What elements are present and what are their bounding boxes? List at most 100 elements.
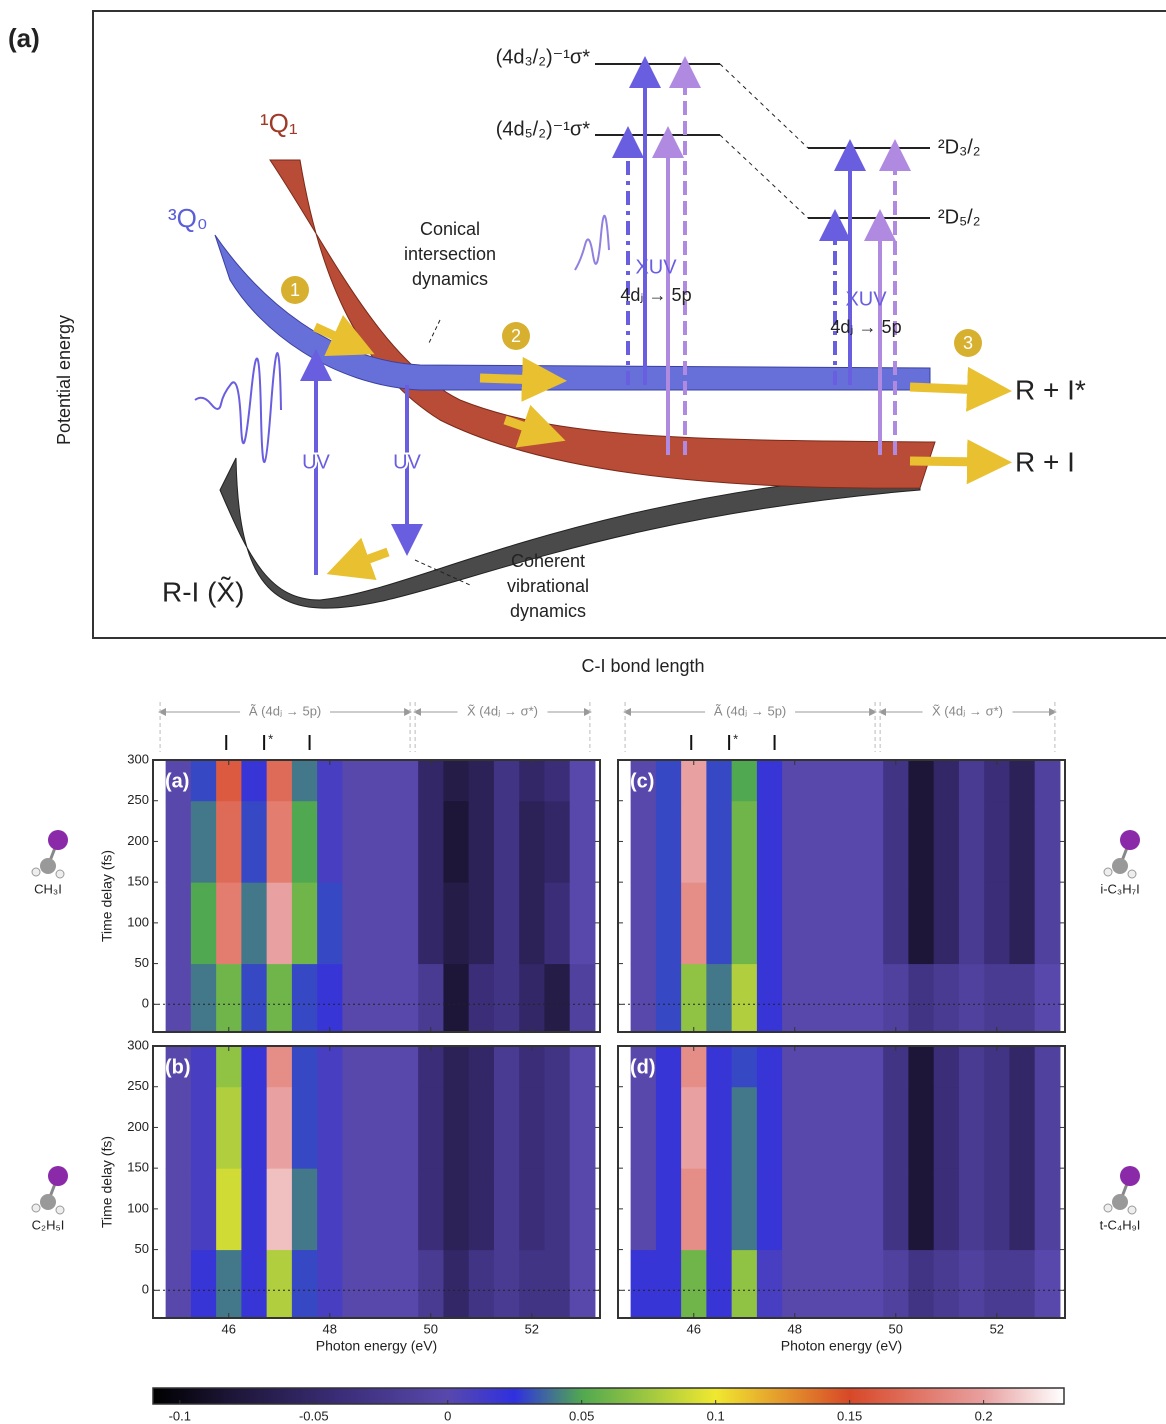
colorbar-tick-label: 0.2 bbox=[975, 1408, 993, 1423]
heatmap-cell bbox=[984, 1168, 1010, 1250]
heatmap-cell bbox=[757, 760, 783, 801]
heatmap-cell bbox=[959, 1046, 985, 1087]
heatmap bbox=[166, 1046, 596, 1319]
iodine-atom bbox=[48, 1166, 68, 1186]
figure: (a) 1 2 3 ¹Q₁ ³Q₀ Conical intersec bbox=[0, 0, 1166, 1424]
heatmap-cell bbox=[443, 1168, 469, 1250]
heatmap-cell bbox=[706, 1250, 732, 1319]
heatmap-cell bbox=[267, 882, 293, 964]
x-tick-label: 46 bbox=[687, 1321, 701, 1336]
heatmap-cell bbox=[732, 1046, 758, 1087]
colorbar-tick-label: 0.1 bbox=[707, 1408, 725, 1423]
heatmap-cell bbox=[782, 964, 808, 1033]
heatmap-cell bbox=[858, 1250, 884, 1319]
product-label: R + I bbox=[1015, 446, 1075, 477]
heatmap-cell bbox=[656, 760, 682, 801]
heatmap-cell bbox=[267, 801, 293, 883]
y-tick-label: 50 bbox=[135, 955, 149, 970]
level-connector bbox=[720, 64, 808, 218]
transition-label: 4dⱼ → 5p bbox=[620, 285, 691, 305]
heatmap-cell bbox=[631, 1168, 657, 1250]
heatmap-cell bbox=[833, 1250, 859, 1319]
heatmap-cell bbox=[1035, 882, 1061, 964]
heatmap-cell bbox=[1009, 882, 1035, 964]
heatmap-cell bbox=[494, 760, 520, 801]
heatmap-cell bbox=[216, 964, 242, 1033]
region-label: Ã (4dⱼ → 5p) bbox=[714, 703, 786, 718]
level-label: (4d₃/₂)⁻¹σ* bbox=[496, 46, 591, 68]
heatmap-cell bbox=[544, 801, 570, 883]
heatmap-cell bbox=[469, 882, 495, 964]
heatmap-cell bbox=[1009, 1250, 1035, 1319]
heatmap-cell bbox=[570, 801, 596, 883]
heatmap-cell bbox=[706, 1046, 732, 1087]
step-number: 3 bbox=[963, 333, 973, 353]
colorbar-tick-label: 0.05 bbox=[569, 1408, 594, 1423]
heatmap-cell bbox=[342, 760, 368, 801]
region-label: Ã (4dⱼ → 5p) bbox=[249, 703, 321, 718]
heatmap-cell bbox=[544, 964, 570, 1033]
heatmap-cell bbox=[732, 1250, 758, 1319]
heatmap-cell bbox=[807, 1046, 833, 1087]
heatmap-cell bbox=[984, 801, 1010, 883]
carbon-atom bbox=[40, 1194, 56, 1210]
heatmap-cell bbox=[631, 1087, 657, 1169]
heatmap-cell bbox=[782, 1087, 808, 1169]
heatmap-cell bbox=[191, 964, 217, 1033]
heatmap-cell bbox=[934, 760, 960, 801]
hydrogen-atom bbox=[1104, 868, 1112, 876]
heatmap-cell bbox=[858, 1168, 884, 1250]
region-label: X̃ (4dⱼ → σ*) bbox=[932, 703, 1003, 718]
heatmap-cell bbox=[883, 964, 909, 1033]
heatmap-cell bbox=[858, 964, 884, 1033]
heatmap-cell bbox=[934, 964, 960, 1033]
y-axis-label: Time delay (fs) bbox=[99, 850, 115, 942]
heatmap-cell bbox=[570, 1250, 596, 1319]
molecule-icon bbox=[1104, 1166, 1140, 1214]
heatmap-cell bbox=[732, 1168, 758, 1250]
heatmap-cell bbox=[443, 801, 469, 883]
heatmap-cell bbox=[570, 1168, 596, 1250]
heatmap-cell bbox=[342, 1168, 368, 1250]
heatmap-cell bbox=[494, 1168, 520, 1250]
heatmap-cell bbox=[317, 1087, 343, 1169]
heatmap-cell bbox=[959, 760, 985, 801]
heatmap-cell bbox=[908, 964, 934, 1033]
heatmap-cell bbox=[1035, 1168, 1061, 1250]
heatmap-cell bbox=[418, 1168, 444, 1250]
heatmap-cell bbox=[1035, 801, 1061, 883]
y-tick-label: 300 bbox=[127, 751, 149, 766]
heatmap-cell bbox=[833, 1168, 859, 1250]
heatmap-cell bbox=[757, 1087, 783, 1169]
y-tick-label: 100 bbox=[127, 1200, 149, 1215]
heatmap-cell bbox=[317, 760, 343, 801]
heatmap-cell bbox=[757, 1250, 783, 1319]
heatmap-cell bbox=[984, 760, 1010, 801]
heatmap-cell bbox=[681, 760, 707, 801]
heatmap-cell bbox=[732, 801, 758, 883]
heatmap-cell bbox=[241, 801, 267, 883]
heatmap-cell bbox=[317, 1250, 343, 1319]
heatmap-cell bbox=[519, 1168, 545, 1250]
heatmap-cell bbox=[681, 1250, 707, 1319]
heatmap-cell bbox=[544, 1087, 570, 1169]
heatmap-cell bbox=[934, 801, 960, 883]
heatmap-cell bbox=[732, 964, 758, 1033]
diagram: (a) 1 2 3 ¹Q₁ ³Q₀ Conical intersec bbox=[8, 11, 1166, 676]
region-label: X̃ (4dⱼ → σ*) bbox=[467, 703, 538, 718]
heatmap-cell bbox=[782, 1168, 808, 1250]
heatmap-cell bbox=[393, 1087, 419, 1169]
heatmap-cell bbox=[469, 760, 495, 801]
heatmap-cell bbox=[393, 964, 419, 1033]
state-label: R-I (X̃) bbox=[162, 576, 244, 607]
heatmap-cell bbox=[469, 1168, 495, 1250]
marker-label: * bbox=[733, 731, 738, 746]
heatmap-cell bbox=[782, 801, 808, 883]
axis-label: C-I bond length bbox=[581, 656, 704, 676]
heatmap-cell bbox=[706, 801, 732, 883]
heatmap-cell bbox=[216, 1046, 242, 1087]
heatmap bbox=[631, 1046, 1061, 1319]
heatmap-cell bbox=[241, 1250, 267, 1319]
heatmap-cell bbox=[1035, 760, 1061, 801]
heatmap-cell bbox=[934, 882, 960, 964]
